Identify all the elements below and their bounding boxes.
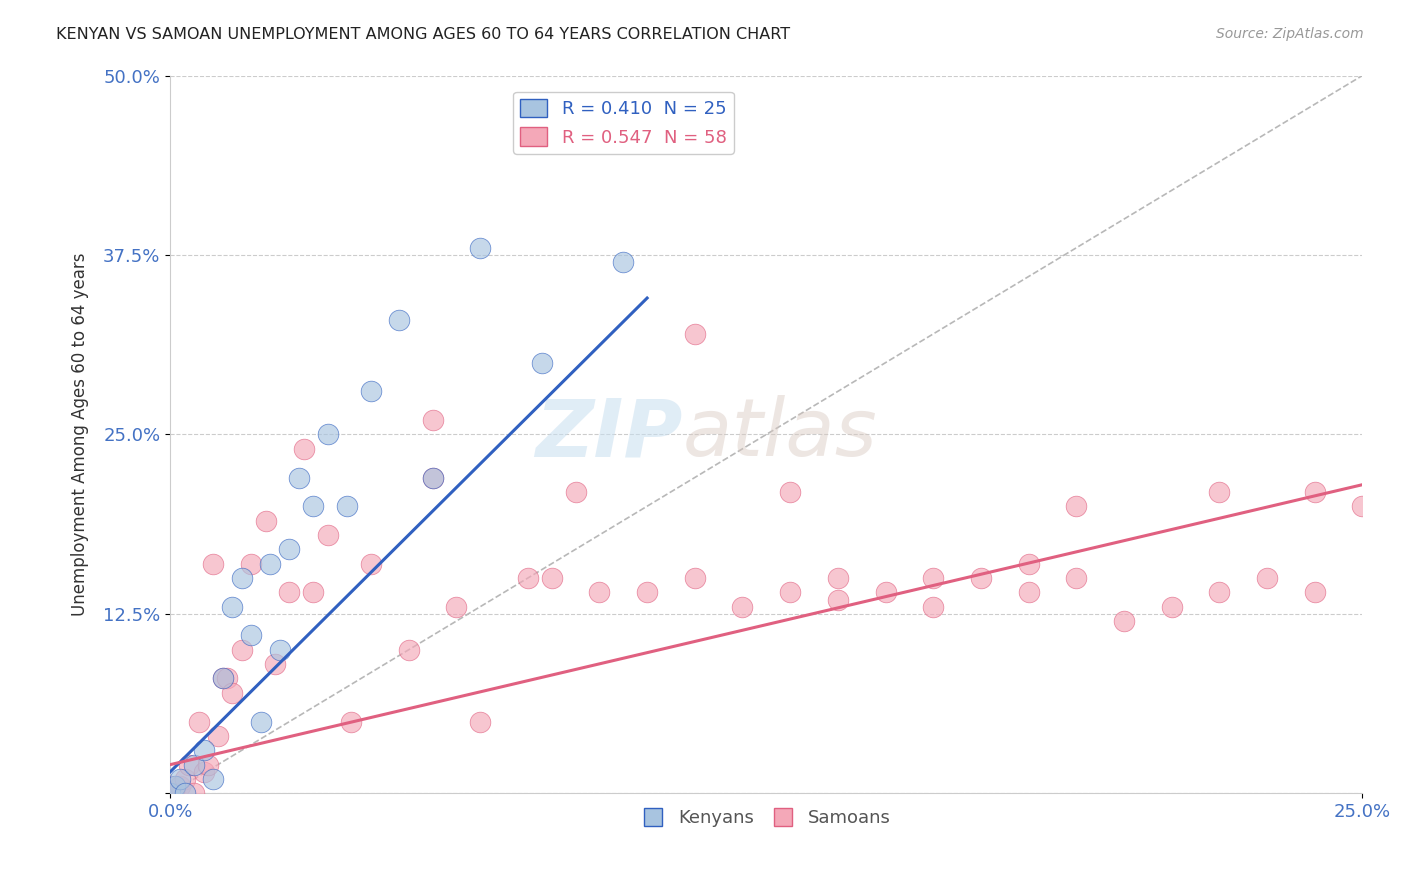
Point	[240, 628, 263, 642]
Point	[278, 585, 301, 599]
Point	[231, 642, 253, 657]
Point	[1018, 557, 1040, 571]
Point	[269, 642, 291, 657]
Point	[221, 686, 243, 700]
Point	[183, 786, 205, 800]
Point	[292, 442, 315, 456]
Point	[173, 786, 195, 800]
Point	[288, 470, 311, 484]
Point	[211, 672, 233, 686]
Point	[169, 779, 191, 793]
Text: ZIP: ZIP	[536, 395, 683, 474]
Point	[922, 571, 945, 585]
Point	[446, 599, 468, 614]
Point	[169, 772, 191, 786]
Point	[922, 599, 945, 614]
Point	[179, 757, 201, 772]
Text: KENYAN VS SAMOAN UNEMPLOYMENT AMONG AGES 60 TO 64 YEARS CORRELATION CHART: KENYAN VS SAMOAN UNEMPLOYMENT AMONG AGES…	[56, 27, 790, 42]
Point	[731, 599, 754, 614]
Point	[159, 786, 181, 800]
Point	[779, 484, 801, 499]
Point	[875, 585, 897, 599]
Point	[422, 470, 444, 484]
Point	[250, 714, 273, 729]
Point	[278, 542, 301, 557]
Point	[388, 312, 411, 326]
Point	[316, 427, 339, 442]
Point	[1208, 585, 1230, 599]
Point	[217, 672, 239, 686]
Point	[1018, 585, 1040, 599]
Point	[398, 642, 420, 657]
Point	[240, 557, 263, 571]
Text: Source: ZipAtlas.com: Source: ZipAtlas.com	[1216, 27, 1364, 41]
Point	[612, 255, 634, 269]
Point	[193, 743, 215, 757]
Point	[683, 571, 706, 585]
Point	[531, 356, 554, 370]
Point	[683, 326, 706, 341]
Point	[193, 764, 215, 779]
Point	[470, 714, 492, 729]
Point	[254, 514, 277, 528]
Point	[202, 772, 225, 786]
Point	[1351, 500, 1374, 514]
Legend: Kenyans, Samoans: Kenyans, Samoans	[634, 802, 898, 835]
Point	[564, 484, 586, 499]
Point	[197, 757, 219, 772]
Point	[516, 571, 538, 585]
Point	[779, 585, 801, 599]
Point	[1112, 614, 1135, 628]
Point	[211, 672, 233, 686]
Point	[970, 571, 993, 585]
Y-axis label: Unemployment Among Ages 60 to 64 years: Unemployment Among Ages 60 to 64 years	[72, 252, 89, 616]
Point	[183, 757, 205, 772]
Point	[207, 729, 229, 743]
Point	[1208, 484, 1230, 499]
Point	[470, 241, 492, 255]
Point	[1303, 585, 1326, 599]
Point	[1066, 500, 1088, 514]
Point	[636, 585, 658, 599]
Point	[422, 470, 444, 484]
Point	[422, 413, 444, 427]
Point	[302, 585, 325, 599]
Point	[221, 599, 243, 614]
Point	[336, 500, 359, 514]
Point	[1160, 599, 1182, 614]
Point	[231, 571, 253, 585]
Point	[360, 557, 382, 571]
Point	[302, 500, 325, 514]
Point	[1303, 484, 1326, 499]
Point	[159, 779, 181, 793]
Point	[540, 571, 562, 585]
Text: atlas: atlas	[683, 395, 877, 474]
Point	[202, 557, 225, 571]
Point	[163, 786, 186, 800]
Point	[173, 772, 195, 786]
Point	[1066, 571, 1088, 585]
Point	[827, 571, 849, 585]
Point	[588, 585, 610, 599]
Point	[1256, 571, 1278, 585]
Point	[316, 528, 339, 542]
Point	[827, 592, 849, 607]
Point	[187, 714, 209, 729]
Point	[340, 714, 363, 729]
Point	[360, 384, 382, 399]
Point	[159, 786, 181, 800]
Point	[163, 779, 186, 793]
Point	[264, 657, 287, 672]
Point	[259, 557, 281, 571]
